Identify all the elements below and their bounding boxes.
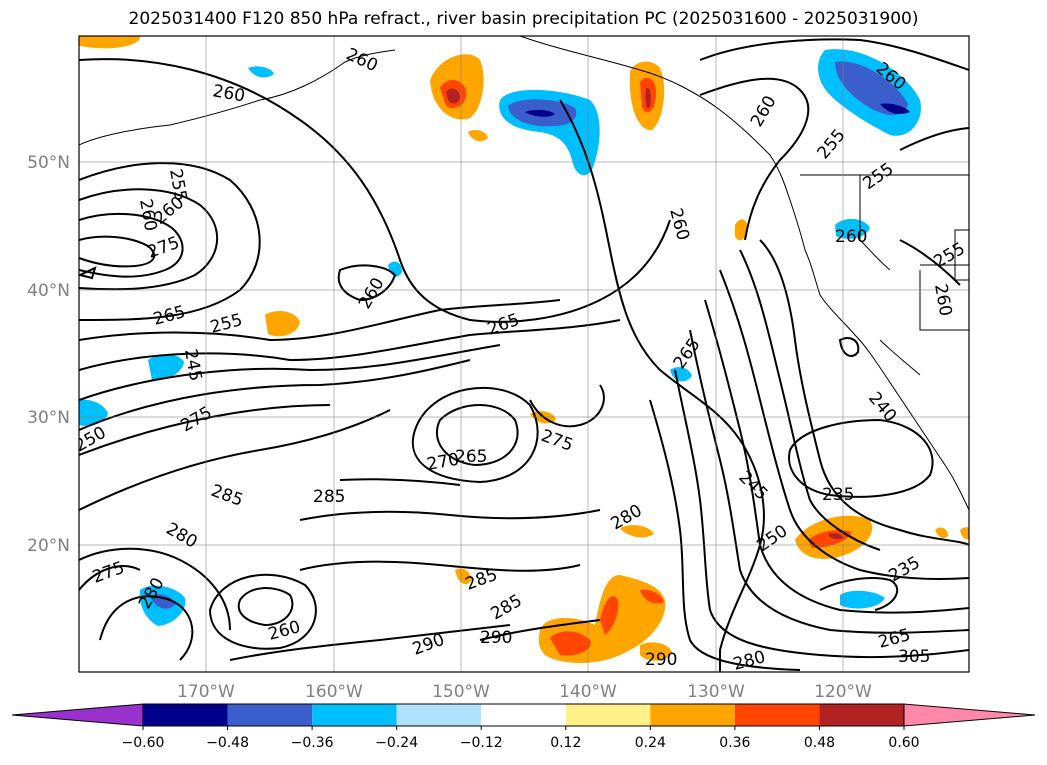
colorbar-tick-label: −0.36: [291, 735, 334, 751]
map-title: 2025031400 F120 850 hPa refract., river …: [128, 9, 919, 29]
colorbar-segment: [312, 704, 397, 726]
lon-label: 160°W: [305, 682, 363, 702]
colorbar-tick-label: −0.48: [206, 735, 249, 751]
colorbar-tick-label: −0.12: [460, 735, 503, 751]
contour-label: 265: [455, 447, 487, 467]
colorbar-tick-label: −0.60: [122, 735, 165, 751]
colorbar-segment: [227, 704, 313, 726]
contour-label: 285: [313, 487, 345, 507]
graticule: [79, 36, 969, 672]
precip-anomaly-fills: [79, 36, 969, 664]
colorbar-extend-high: [903, 703, 1036, 727]
colorbar-frame: [142, 703, 905, 727]
colorbar-segment: [143, 704, 228, 726]
lon-label: 130°W: [687, 682, 745, 702]
lon-label: 150°W: [432, 682, 490, 702]
colorbar-tick-label: 0.12: [550, 735, 581, 751]
latitude-labels: 50°N 40°N 30°N 20°N: [27, 153, 70, 556]
colorbar-segment: [396, 704, 482, 726]
colorbar-segment: [819, 704, 904, 726]
lat-label: 20°N: [27, 536, 70, 556]
lon-label: 170°W: [177, 682, 235, 702]
lon-label: 120°W: [814, 682, 872, 702]
colorbar-extend-low: [11, 703, 144, 727]
longitude-labels: 170°W 160°W 150°W 140°W 130°W 120°W: [177, 682, 872, 702]
contour-label: 260: [835, 227, 867, 247]
coastlines: [79, 36, 969, 511]
contour-label: 235: [822, 485, 854, 505]
colorbar-tick-label: 0.48: [804, 735, 835, 751]
colorbar-segment: [650, 704, 735, 726]
contour-label: 290: [480, 628, 512, 648]
lat-label: 40°N: [27, 281, 70, 301]
lon-label: 140°W: [559, 682, 617, 702]
colorbar-segment: [734, 704, 820, 726]
colorbar-segment: [565, 704, 651, 726]
contour-label: 290: [645, 650, 677, 670]
colorbar-tick-label: 0.24: [635, 735, 666, 751]
colorbar-tick-label: 0.36: [719, 735, 750, 751]
lat-label: 30°N: [27, 408, 70, 428]
colorbar-tick-label: 0.60: [888, 735, 919, 751]
colorbar-segment: [481, 704, 566, 726]
colorbar: −0.60 −0.48 −0.36 −0.24 −0.12 0.12 0.24 0.36 0.4…: [11, 703, 1036, 751]
refractivity-contours: [79, 38, 969, 672]
contour-label: 305: [898, 647, 930, 667]
colorbar-tick-label: −0.24: [375, 735, 418, 751]
map-frame: [78, 35, 970, 673]
lat-label: 50°N: [27, 153, 70, 173]
